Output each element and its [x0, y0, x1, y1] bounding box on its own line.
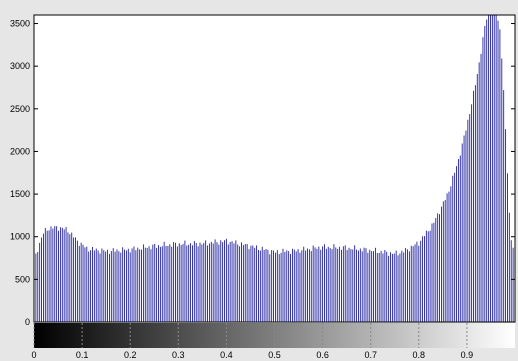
y-tick-label: 1500 [10, 189, 30, 199]
x-tick-label: 0.7 [364, 350, 377, 360]
y-tick-label: 500 [15, 274, 30, 284]
x-tick-label: 0.4 [220, 350, 233, 360]
x-tick-label: 0.3 [172, 350, 185, 360]
x-tick-label: 0.8 [413, 350, 426, 360]
x-tick-label: 0.2 [124, 350, 137, 360]
y-tick-label: 1000 [10, 232, 30, 242]
x-tick-label: 0.1 [76, 350, 89, 360]
x-tick-label: 0 [31, 350, 36, 360]
y-tick-label: 2000 [10, 146, 30, 156]
x-tick-label: 0.9 [461, 350, 474, 360]
x-tick-label: 0.6 [316, 350, 329, 360]
x-tick-label: 0.5 [268, 350, 281, 360]
plot-area [34, 15, 515, 322]
y-tick-label: 2500 [10, 104, 30, 114]
y-tick-label: 0 [25, 317, 30, 327]
y-tick-label: 3500 [10, 19, 30, 29]
y-tick-label: 3000 [10, 61, 30, 71]
